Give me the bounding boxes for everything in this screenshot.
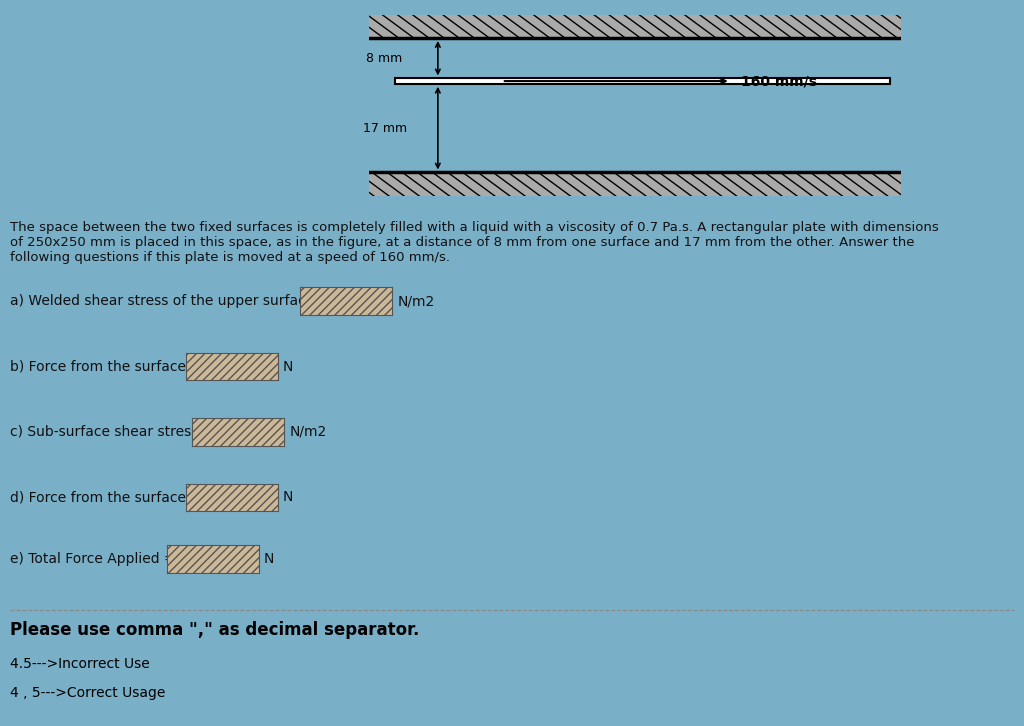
Bar <box>369 15 901 38</box>
Bar <box>369 172 901 196</box>
Bar <box>395 78 891 83</box>
Text: The space between the two fixed surfaces is completely filled with a liquid with: The space between the two fixed surfaces… <box>10 221 939 264</box>
Text: c) Sub-surface shear stress=: c) Sub-surface shear stress= <box>10 425 210 439</box>
Text: 160 mm/s: 160 mm/s <box>741 74 817 88</box>
Text: N/m2: N/m2 <box>290 425 327 439</box>
Text: Please use comma "," as decimal separator.: Please use comma "," as decimal separato… <box>10 621 420 639</box>
Text: e) Total Force Applied =: e) Total Force Applied = <box>10 552 176 566</box>
Text: 8 mm: 8 mm <box>367 52 402 65</box>
Text: N: N <box>283 359 294 374</box>
Text: 4 , 5--->Correct Usage: 4 , 5--->Correct Usage <box>10 686 166 700</box>
Text: 4.5--->Incorrect Use: 4.5--->Incorrect Use <box>10 657 150 671</box>
Text: N/m2: N/m2 <box>397 294 434 309</box>
Text: 17 mm: 17 mm <box>362 122 407 134</box>
Text: b) Force from the surface =: b) Force from the surface = <box>10 359 203 374</box>
Text: d) Force from the surface =: d) Force from the surface = <box>10 490 203 505</box>
Text: N: N <box>283 490 294 505</box>
Text: a) Welded shear stress of the upper surface =: a) Welded shear stress of the upper surf… <box>10 294 331 309</box>
Text: N: N <box>264 552 274 566</box>
